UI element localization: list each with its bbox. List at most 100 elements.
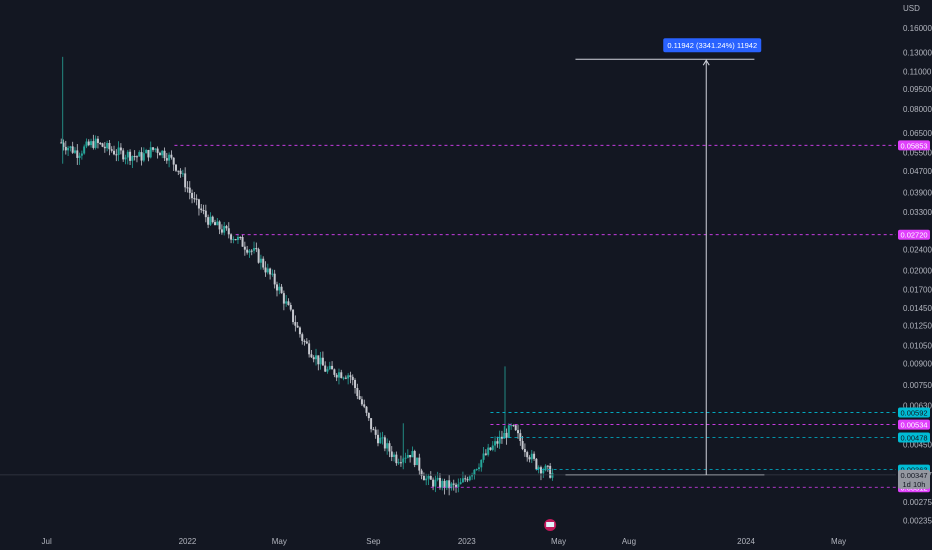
candle-up bbox=[161, 150, 164, 156]
candle-up bbox=[145, 149, 148, 154]
candle-down bbox=[344, 377, 347, 379]
measure-label-text: 0.11942 (3341.24%) 11942 bbox=[667, 41, 757, 50]
candle-down bbox=[158, 152, 161, 156]
candle-down bbox=[230, 234, 233, 240]
candle-up bbox=[386, 443, 389, 449]
x-tick-label: 2024 bbox=[737, 537, 755, 546]
candle-up bbox=[425, 478, 428, 481]
candle-down bbox=[60, 142, 63, 144]
candle-down bbox=[115, 154, 118, 156]
candle-down bbox=[317, 355, 320, 365]
candle-down bbox=[227, 228, 230, 235]
candle-down bbox=[448, 480, 451, 489]
candle-up bbox=[285, 301, 288, 304]
candle-down bbox=[225, 226, 228, 229]
y-tick-label: 0.01250 bbox=[903, 321, 932, 330]
candle-down bbox=[119, 147, 122, 151]
candle-down bbox=[549, 465, 552, 478]
candle-down bbox=[374, 429, 377, 435]
candle-down bbox=[413, 451, 416, 466]
candle-down bbox=[390, 451, 393, 457]
measure-label-box[interactable] bbox=[663, 38, 762, 53]
candle-down bbox=[452, 483, 455, 485]
candle-down bbox=[535, 458, 538, 470]
candle-up bbox=[477, 467, 480, 470]
candle-down bbox=[220, 229, 223, 233]
candle-down bbox=[197, 199, 200, 209]
candle-up bbox=[337, 372, 340, 378]
candle-down bbox=[191, 192, 194, 199]
candle-down bbox=[489, 447, 492, 450]
candle-up bbox=[487, 447, 490, 455]
candle-down bbox=[500, 436, 503, 439]
y-tick-label: 0.00900 bbox=[903, 360, 932, 369]
candle-down bbox=[289, 305, 292, 310]
candle-down bbox=[512, 425, 515, 427]
event-flag-icon-inner bbox=[546, 522, 555, 527]
candle-up bbox=[510, 425, 513, 427]
candle-down bbox=[358, 396, 361, 400]
y-tick-label: 0.01450 bbox=[903, 304, 932, 313]
candle-down bbox=[292, 309, 295, 323]
candle-up bbox=[328, 365, 331, 370]
candle-down bbox=[273, 273, 276, 285]
candle-up bbox=[468, 476, 471, 481]
candle-down bbox=[103, 146, 106, 149]
candle-up bbox=[216, 221, 219, 226]
candle-up bbox=[319, 357, 322, 365]
candle-down bbox=[422, 475, 425, 481]
y-tick-label: 0.00235 bbox=[903, 516, 932, 525]
candle-down bbox=[296, 325, 299, 328]
candle-up bbox=[530, 453, 533, 460]
candle-down bbox=[418, 457, 421, 471]
level-badge-label: 0.00592 bbox=[900, 409, 927, 418]
candle-up bbox=[142, 153, 145, 161]
level-badge bbox=[898, 140, 930, 151]
candle-up bbox=[457, 484, 460, 487]
candle-up bbox=[73, 150, 76, 153]
candle-down bbox=[526, 452, 529, 458]
candle-down bbox=[308, 343, 311, 355]
candle-up bbox=[381, 437, 384, 439]
candle-down bbox=[370, 418, 373, 430]
candle-down bbox=[172, 157, 175, 165]
level-badge-label: 0.02720 bbox=[900, 231, 927, 240]
candle-down bbox=[294, 322, 297, 326]
candle-up bbox=[223, 226, 226, 233]
candle-up bbox=[326, 369, 329, 372]
candle-up bbox=[482, 453, 485, 460]
candle-down bbox=[108, 142, 111, 150]
candle-down bbox=[365, 406, 368, 413]
level-badge-label: 0.05853 bbox=[900, 141, 927, 150]
candle-up bbox=[266, 268, 269, 273]
candle-down bbox=[363, 404, 366, 407]
candle-up bbox=[149, 147, 152, 158]
candle-up bbox=[480, 459, 483, 468]
candle-up bbox=[544, 465, 547, 471]
candle-down bbox=[298, 327, 301, 335]
candle-down bbox=[367, 412, 370, 419]
candle-down bbox=[335, 374, 338, 378]
candle-down bbox=[312, 357, 315, 360]
candle-up bbox=[471, 474, 474, 477]
candle-down bbox=[383, 437, 386, 449]
candle-down bbox=[303, 340, 306, 342]
candle-down bbox=[505, 432, 508, 438]
x-tick-label: 2022 bbox=[179, 537, 197, 546]
current-price-label: 0.00347 bbox=[900, 471, 927, 480]
y-tick-label: 0.03300 bbox=[903, 208, 932, 217]
candle-up bbox=[124, 157, 127, 160]
candle-down bbox=[360, 399, 363, 405]
candle-down bbox=[110, 149, 113, 151]
candle-down bbox=[165, 158, 168, 161]
candle-down bbox=[174, 164, 177, 171]
candle-up bbox=[551, 473, 554, 478]
candle-up bbox=[315, 355, 318, 360]
candle-up bbox=[138, 152, 141, 157]
candle-down bbox=[200, 208, 203, 211]
candle-down bbox=[409, 454, 412, 458]
candle-down bbox=[177, 170, 180, 172]
candle-down bbox=[376, 434, 379, 444]
